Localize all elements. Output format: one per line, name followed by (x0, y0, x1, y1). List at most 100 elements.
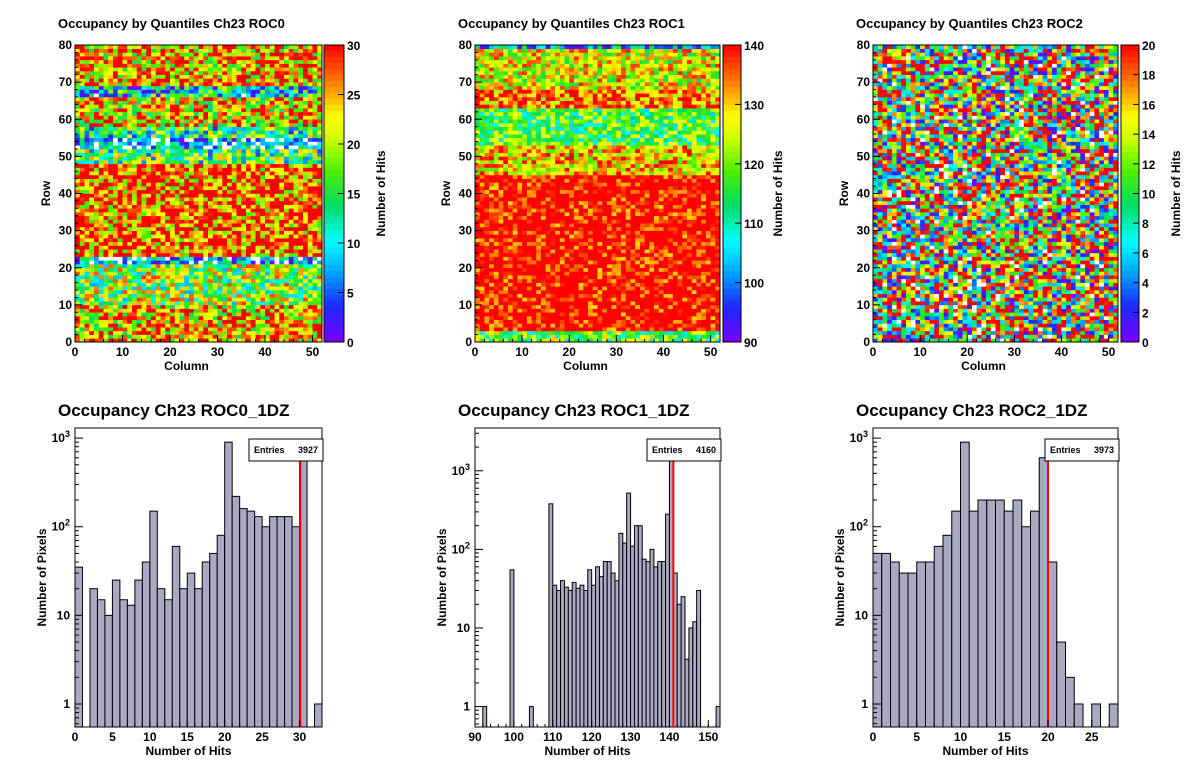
heatmap-cell (98, 282, 104, 287)
heatmap-cell (298, 67, 304, 72)
heatmap-cell (236, 323, 242, 328)
heatmap-cell (217, 264, 223, 269)
heatmap-cell (227, 119, 233, 124)
heatmap-cell (122, 308, 128, 313)
heatmap-cell (198, 174, 204, 179)
heatmap-cell (146, 189, 152, 194)
heatmap-cell (122, 245, 128, 250)
heatmap-cell (122, 252, 128, 257)
heatmap-cell (170, 141, 176, 146)
heatmap-cell (141, 174, 147, 179)
heatmap-cell (231, 171, 237, 176)
heatmap-cell (298, 130, 304, 135)
heatmap-cell (122, 238, 128, 243)
heatmap-cell (208, 327, 214, 332)
heatmap-cell (317, 252, 323, 257)
heatmap-cell (141, 223, 147, 228)
heatmap-cell (293, 297, 299, 302)
heatmap-cell (293, 108, 299, 113)
heatmap-cell (79, 130, 85, 135)
heatmap-cell (312, 134, 318, 139)
heatmap-cell (274, 219, 280, 224)
heatmap-cell (160, 297, 166, 302)
heatmap-cell (564, 323, 570, 328)
heatmap-cell (255, 256, 261, 261)
heatmap-cell (687, 308, 693, 313)
color-bar-segment (324, 199, 344, 206)
heatmap-cell (555, 334, 561, 339)
heatmap-cell (94, 52, 100, 57)
heatmap-cell (165, 122, 171, 127)
heatmap-cell (94, 308, 100, 313)
heatmap-cell (484, 323, 490, 328)
heatmap-cell (222, 238, 228, 243)
heatmap-cell (522, 330, 528, 335)
heatmap-cell (303, 52, 309, 57)
heatmap-cell (127, 241, 133, 246)
heatmap-cell (198, 70, 204, 75)
heatmap-cell (212, 212, 218, 217)
heatmap-cell (165, 63, 171, 68)
heatmap-cell (84, 204, 90, 209)
heatmap-cell (298, 78, 304, 83)
heatmap-cell (583, 308, 589, 313)
heatmap-cell (151, 89, 157, 94)
heatmap-cell (236, 256, 242, 261)
heatmap-cell (265, 59, 271, 64)
heatmap-cell (578, 323, 584, 328)
heatmap-cell (701, 301, 707, 306)
heatmap-cell (507, 304, 513, 309)
heatmap-cell (212, 241, 218, 246)
heatmap-cell (217, 238, 223, 243)
heatmap-cell (189, 282, 195, 287)
color-bar-segment (324, 300, 344, 307)
heatmap-cell (189, 108, 195, 113)
heatmap-cell (611, 327, 617, 332)
heatmap-cell (303, 278, 309, 283)
heatmap-cell (231, 167, 237, 172)
heatmap-cell (165, 89, 171, 94)
heatmap-cell (79, 89, 85, 94)
heatmap-cell (160, 85, 166, 90)
heatmap-cell (288, 52, 294, 57)
heatmap-cell (265, 264, 271, 269)
heatmap-cell (246, 249, 252, 254)
heatmap-cell (160, 260, 166, 265)
heatmap-cell (269, 267, 275, 272)
heatmap-cell (113, 267, 119, 272)
heatmap-cell (222, 200, 228, 205)
heatmap-cell (312, 252, 318, 257)
heatmap-cell (227, 111, 233, 116)
heatmap-cell (98, 178, 104, 183)
heatmap-cell (298, 330, 304, 335)
heatmap-cell (227, 74, 233, 79)
heatmap-cell (274, 145, 280, 150)
heatmap-cell (160, 219, 166, 224)
heatmap-cell (103, 63, 109, 68)
heatmap-cell (573, 301, 579, 306)
heatmap-cell (635, 327, 641, 332)
heatmap-cell (113, 245, 119, 250)
heatmap-cell (160, 252, 166, 257)
heatmap-cell (141, 260, 147, 265)
heatmap-cell (269, 85, 275, 90)
heatmap-cell (250, 148, 256, 153)
heatmap-cell (212, 74, 218, 79)
heatmap-cell (165, 286, 171, 291)
heatmap-cell (146, 52, 152, 57)
heatmap-cell (165, 115, 171, 120)
heatmap-cell (113, 171, 119, 176)
heatmap-cell (103, 141, 109, 146)
heatmap-cell (227, 264, 233, 269)
heatmap-cell (98, 238, 104, 243)
heatmap-cell (208, 178, 214, 183)
heatmap-cell (269, 70, 275, 75)
heatmap-cell (630, 323, 636, 328)
heatmap-cell (274, 52, 280, 57)
heatmap-cell (84, 59, 90, 64)
heatmap-cell (208, 67, 214, 72)
heatmap-cell (307, 100, 313, 105)
heatmap-cell (174, 96, 180, 101)
heatmap-cell (103, 96, 109, 101)
heatmap-cell (212, 275, 218, 280)
